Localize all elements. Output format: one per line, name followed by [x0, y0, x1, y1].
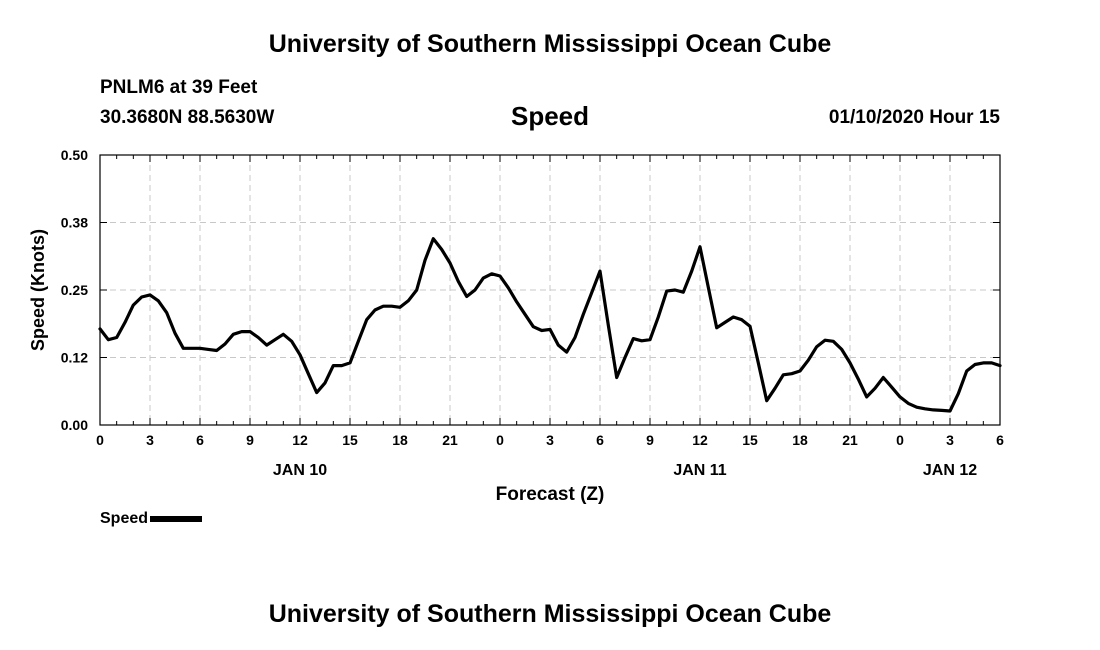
x-tick-label: 15 [742, 432, 758, 448]
x-tick-label: 6 [196, 432, 204, 448]
forecast-datetime: 01/10/2020 Hour 15 [828, 107, 1000, 128]
page-title: University of Southern Mississippi Ocean… [268, 30, 832, 58]
x-tick-label: 15 [342, 432, 358, 448]
coordinates-label: 30.3680N 88.5630W [100, 107, 275, 128]
x-tick-label: 0 [496, 432, 504, 448]
station-label: PNLM6 at 39 Feet [100, 77, 258, 98]
x-tick-label: 0 [896, 432, 904, 448]
y-axis-title: Speed (Knots) [28, 229, 48, 351]
legend-label: Speed [100, 510, 149, 527]
x-tick-label: 12 [692, 432, 708, 448]
x-tick-label: 9 [246, 432, 254, 448]
x-axis-title: Forecast (Z) [496, 484, 605, 505]
x-tick-label: 0 [96, 432, 104, 448]
y-tick-label: 0.38 [61, 215, 88, 231]
y-tick-label: 0.50 [61, 147, 88, 163]
x-tick-label: 9 [646, 432, 654, 448]
variable-title: Speed [510, 101, 590, 131]
x-tick-label: 6 [596, 432, 604, 448]
y-tick-label: 0.25 [61, 282, 88, 298]
y-tick-label: 0.00 [61, 417, 88, 433]
x-tick-label: 3 [546, 432, 554, 448]
x-tick-label: 18 [792, 432, 808, 448]
legend-line-swatch [150, 516, 203, 522]
x-tick-label: 18 [392, 432, 408, 448]
x-tick-label: 12 [292, 432, 308, 448]
x-tick-label: 21 [842, 432, 858, 448]
x-tick-label: 6 [996, 432, 1004, 448]
x-tick-label: 3 [946, 432, 954, 448]
x-tick-label: 3 [146, 432, 154, 448]
date-label: JAN 11 [673, 462, 726, 479]
date-label: JAN 12 [923, 462, 977, 479]
date-label: JAN 10 [273, 462, 327, 479]
y-tick-label: 0.12 [61, 350, 88, 366]
footer-title: University of Southern Mississippi Ocean… [268, 600, 832, 628]
legend: Speed [100, 510, 203, 528]
x-tick-label: 21 [442, 432, 458, 448]
speed-series-line [98, 237, 1002, 413]
